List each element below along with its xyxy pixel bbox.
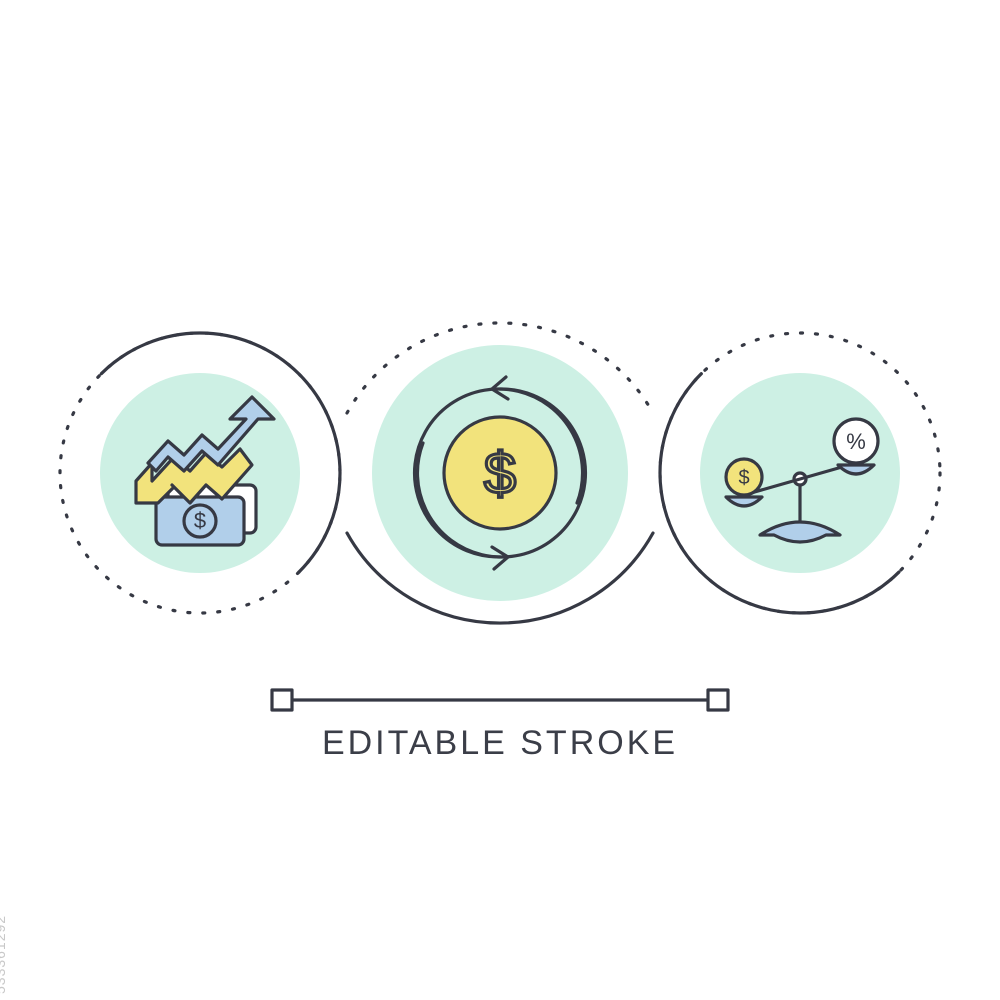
watermark-text: 533361292 [0, 915, 8, 994]
dollar-label: $ [738, 467, 749, 489]
dollar-label: $ [484, 441, 516, 506]
percent-label: % [846, 429, 866, 454]
balance-scale-icon: $ % [640, 313, 960, 633]
dollar-label: $ [194, 508, 206, 533]
infographic-stage: $ $ [0, 0, 1000, 1000]
stroke-slider [240, 680, 760, 720]
caption-text: EDITABLE STROKE [322, 724, 678, 763]
